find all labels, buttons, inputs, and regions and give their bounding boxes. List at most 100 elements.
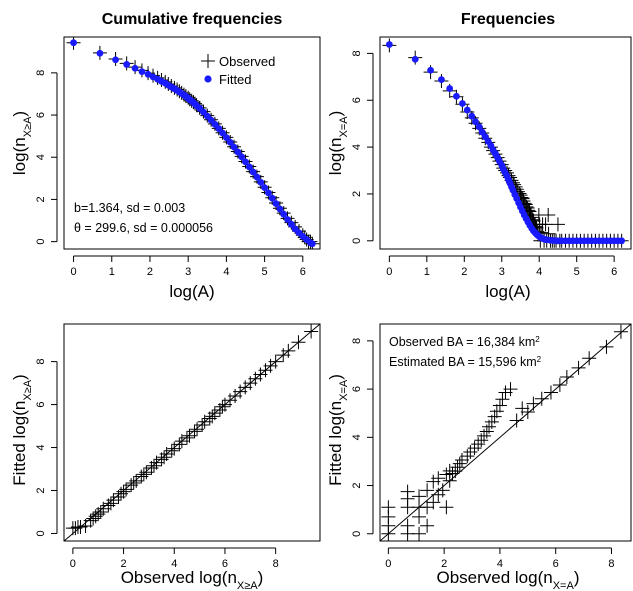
- freq-fitted-point: [463, 106, 471, 114]
- cumfit-plot-frame: [63, 323, 321, 542]
- cumfit-observed-point: [93, 504, 108, 519]
- cum-fitted-point: [268, 194, 276, 202]
- cum-x-tick-label: 2: [147, 266, 153, 278]
- freq-observed-point: [541, 208, 556, 223]
- cumfit-observed-point: [103, 496, 118, 511]
- cum-fitted-point: [253, 173, 261, 181]
- cum-fitted-point: [284, 216, 291, 223]
- cumfit-observed-point: [304, 324, 319, 339]
- cum-panel-title: Cumulative frequencies: [102, 11, 283, 28]
- cumulative-frequencies-plot: 0 1 2 3 4 5 6 0 2 4 6 8: [35, 36, 321, 278]
- freqfit-observed-point: [439, 467, 454, 482]
- cum-fitted-point: [287, 220, 295, 228]
- freq-observed-point: [550, 217, 565, 232]
- cum-fitted-point: [215, 125, 223, 132]
- cumfit-observed-point: [126, 475, 141, 490]
- freqfit-observed-point: [520, 405, 535, 420]
- freqfit-observed-point: [439, 500, 454, 515]
- freqfit-observed-point: [467, 441, 482, 456]
- freqfit-x-tick-label: 0: [385, 558, 391, 570]
- freqfit-observed-point: [509, 413, 524, 428]
- freqfit-observed-point: [452, 456, 467, 471]
- freq-x-axis-label: log(A): [485, 282, 530, 301]
- legend: Observed Fitted: [201, 54, 275, 87]
- cum-series-fitted: [70, 39, 316, 248]
- freqfit-x-axis: 0 2 4 6 8: [385, 547, 615, 570]
- freqfit-y-axis: 0 2 4 6 8: [351, 338, 374, 537]
- cumfit-y-tick-label: 4: [35, 444, 47, 450]
- freq-x-tick-label: 2: [461, 266, 467, 278]
- cum-fitted-point: [257, 178, 265, 186]
- freqfit-observed-point: [426, 495, 441, 510]
- cumfit-observed-point: [146, 458, 161, 473]
- freq-y-tick-label: 0: [351, 238, 363, 244]
- cum-y-tick-label: 6: [35, 112, 47, 118]
- freq-observed-point: [538, 217, 553, 232]
- freq-x-tick-label: 5: [574, 266, 580, 278]
- freqfit-x-tick-label: 6: [553, 558, 559, 570]
- freqfit-annotation-observed-ba: Observed BA = 16,384 km2: [389, 335, 540, 350]
- freqfit-observed-point: [582, 351, 597, 366]
- cumfit-observed-point: [281, 343, 296, 358]
- freqfit-y-tick-label: 4: [351, 434, 363, 440]
- frequencies-plot: 0 1 2 3 4 5 6 0 2 4 6 8: [351, 36, 632, 278]
- cumfit-x-axis: 0 2 4 6 8: [70, 547, 279, 570]
- freqfit-series-observed-vs-fitted: [381, 324, 628, 541]
- cumfit-y-tick-label: 8: [35, 359, 47, 365]
- cum-y-tick-label: 4: [35, 154, 47, 160]
- freqfit-observed-point: [448, 464, 463, 479]
- freq-fitted-point: [438, 76, 445, 84]
- cum-x-tick-label: 3: [185, 266, 191, 278]
- freq-fitted-point: [472, 118, 479, 126]
- cumfit-observed-point: [116, 484, 131, 499]
- freqfit-observed-point: [412, 526, 427, 541]
- cum-x-tick-label: 4: [223, 266, 229, 278]
- cumfit-y-tick-label: 0: [35, 530, 47, 536]
- cum-data-area: [66, 37, 320, 249]
- cumfit-x-tick-label: 0: [70, 558, 76, 570]
- cumfit-observed-point: [215, 399, 230, 414]
- freqfit-observed-point: [484, 414, 499, 429]
- freqfit-observed-point: [487, 409, 502, 424]
- cumfit-y-tick-label: 6: [35, 402, 47, 408]
- freqfit-x-tick-label: 2: [441, 558, 447, 570]
- cumfit-observed-point: [268, 354, 283, 369]
- cum-x-tick-label: 0: [70, 266, 76, 278]
- freq-y-axis: 0 2 4 6 8: [351, 50, 374, 244]
- freq-x-axis: 0 1 2 3 4 5 6: [386, 255, 617, 278]
- cum-fitted-point: [308, 240, 316, 248]
- cum-fitted-point: [265, 189, 272, 197]
- freqfit-observed-point: [450, 460, 465, 475]
- freq-x-tick-label: 6: [611, 266, 617, 278]
- freq-series-observed: [382, 38, 629, 248]
- cumfit-observed-point: [195, 417, 210, 432]
- cum-fitted-point: [123, 61, 131, 68]
- legend-fitted-marker: [204, 75, 212, 83]
- cum-fitted-point: [238, 153, 246, 161]
- cum-x-axis: 0 1 2 3 4 5 6: [70, 255, 306, 278]
- frequencies-fitted-vs-observed-plot: 0 2 4 6 8 0 2 4 6 8: [351, 323, 632, 570]
- cumfit-observed-point: [291, 335, 306, 350]
- cum-fitted-point: [272, 200, 280, 208]
- cum-y-tick-label: 0: [35, 239, 47, 245]
- cum-x-axis-label: log(A): [169, 282, 214, 301]
- cum-series-observed: [66, 37, 320, 249]
- freq-plot-frame: [379, 36, 632, 250]
- freqfit-observed-point: [454, 452, 469, 467]
- cum-fitted-point: [276, 205, 284, 213]
- cumfit-y-tick-label: 2: [35, 487, 47, 493]
- cum-fitted-point: [245, 163, 253, 171]
- freqfit-observed-point: [559, 370, 574, 385]
- freqfit-observed-point: [460, 449, 475, 464]
- freqfit-observed-point: [613, 324, 628, 339]
- freqfit-y-tick-label: 6: [351, 386, 363, 392]
- freqfit-observed-point: [503, 382, 518, 397]
- freq-fitted-point: [385, 41, 393, 48]
- freqfit-annotation-estimated-ba: Estimated BA = 15,596 km2: [389, 355, 542, 370]
- cum-annotation-theta: θ = 299.6, sd = 0.000056: [74, 221, 213, 235]
- cumfit-x-tick-label: 4: [171, 558, 177, 570]
- freq-panel-title: Frequencies: [461, 11, 555, 28]
- cumfit-observed-point: [187, 424, 202, 439]
- cum-fitted-point: [96, 49, 104, 57]
- cum-plot-frame: [63, 36, 321, 250]
